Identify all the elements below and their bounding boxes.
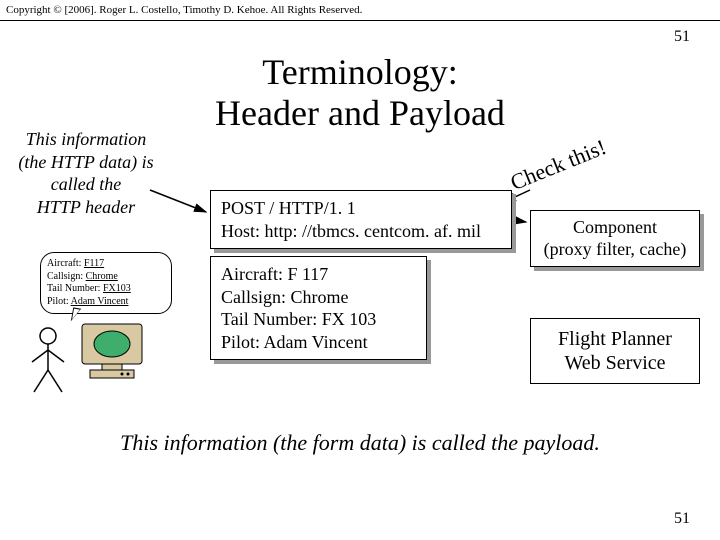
service-l1: Flight Planner <box>558 328 672 350</box>
bubble-l1b: F117 <box>84 258 104 269</box>
service-box: Flight Planner Web Service <box>530 318 700 384</box>
http-line-1: POST / HTTP/1. 1 <box>221 198 356 218</box>
payload-l3: Tail Number: FX 103 <box>221 309 376 329</box>
header-label-l4: HTTP header <box>37 197 135 217</box>
stick-figure-icon <box>28 326 68 396</box>
check-this-callout: Check this! <box>507 134 610 196</box>
component-l1: Component <box>573 217 657 237</box>
top-rule <box>0 20 720 21</box>
bubble-l2b: Chrome <box>86 271 118 282</box>
bubble-l4b: Adam Vincent <box>71 296 129 307</box>
payload-l2: Callsign: Chrome <box>221 287 349 307</box>
payload-l1: Aircraft: F 117 <box>221 264 328 284</box>
service-l2: Web Service <box>564 352 665 374</box>
bubble-l3a: Tail Number: <box>47 283 100 294</box>
header-label-l3: called the <box>51 174 121 194</box>
speech-bubble: Aircraft: F117 Callsign: Chrome Tail Num… <box>40 252 172 314</box>
bubble-l2a: Callsign: <box>47 271 83 282</box>
slide-title: Terminology: Header and Payload <box>170 52 550 135</box>
header-label: This information (the HTTP data) is call… <box>6 128 166 218</box>
http-line-2: Host: http: //tbmcs. centcom. af. mil <box>221 221 481 241</box>
component-l2: (proxy filter, cache) <box>544 239 687 259</box>
monitor-icon <box>78 322 150 382</box>
bubble-l1a: Aircraft: <box>47 258 81 269</box>
header-label-l1: This information <box>26 129 147 149</box>
bubble-l4a: Pilot: <box>47 296 69 307</box>
page-number-bottom: 51 <box>674 510 690 528</box>
page-number-top: 51 <box>674 28 690 46</box>
component-box: Component (proxy filter, cache) <box>530 210 700 267</box>
title-line-2: Header and Payload <box>215 93 505 133</box>
copyright-text: Copyright © [2006]. Roger L. Costello, T… <box>6 4 362 16</box>
payload-box: Aircraft: F 117 Callsign: Chrome Tail Nu… <box>210 256 427 360</box>
header-label-l2: (the HTTP data) is <box>18 152 153 172</box>
title-line-1: Terminology: <box>262 52 457 92</box>
payload-l4: Pilot: Adam Vincent <box>221 332 368 352</box>
footer-caption: This information (the form data) is call… <box>60 430 660 456</box>
bubble-l3b: FX103 <box>103 283 131 294</box>
http-header-box: POST / HTTP/1. 1 Host: http: //tbmcs. ce… <box>210 190 512 249</box>
